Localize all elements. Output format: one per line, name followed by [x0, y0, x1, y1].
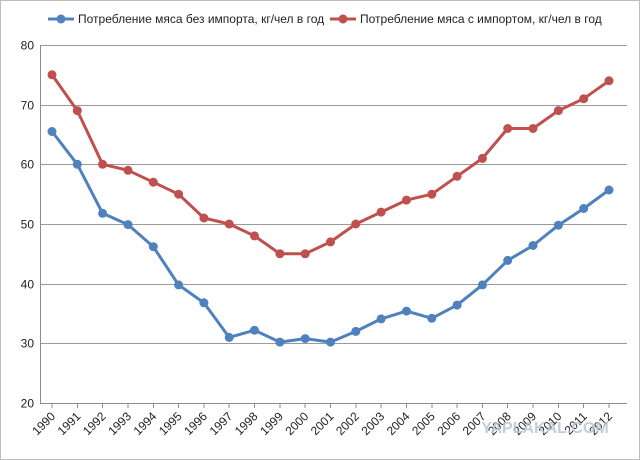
x-tick-label: 1996	[181, 409, 210, 438]
legend-label: Потребление мяса без импорта, кг/чел в г…	[78, 12, 324, 26]
data-point	[98, 208, 108, 218]
data-point	[376, 314, 386, 324]
data-point	[351, 326, 361, 336]
data-point	[148, 242, 158, 252]
data-point	[402, 195, 411, 205]
series-line	[50, 130, 610, 344]
x-tick-label: 1995	[156, 409, 185, 438]
legend-item-2: Потребление мяса с импортом, кг/чел в го…	[330, 12, 602, 26]
x-tick-label: 1990	[29, 409, 58, 438]
x-tick-label: 1993	[105, 409, 134, 438]
data-point	[477, 280, 487, 290]
x-tick-label: 1992	[80, 409, 109, 438]
x-tick-label: 1997	[207, 409, 236, 438]
data-point	[452, 171, 462, 181]
y-tick-label: 20	[21, 397, 35, 411]
y-tick-label: 70	[21, 99, 35, 113]
data-point	[376, 207, 386, 217]
data-point	[452, 300, 462, 310]
data-point	[553, 106, 563, 116]
data-point	[98, 159, 108, 169]
data-point	[528, 124, 538, 133]
x-tick-label: 1998	[232, 409, 261, 438]
data-point	[250, 231, 259, 241]
series	[47, 70, 614, 347]
data-point	[326, 237, 335, 247]
data-point	[123, 165, 133, 175]
data-point	[199, 298, 209, 308]
x-tick-label: 2002	[333, 409, 362, 438]
x-tick-label: 2005	[409, 409, 438, 438]
axes	[40, 45, 627, 408]
data-point	[174, 189, 184, 199]
y-tick-label: 60	[21, 158, 35, 172]
x-tick-label: 2003	[358, 409, 387, 438]
x-tick-label: 2004	[384, 409, 413, 438]
x-tick-label: 2001	[308, 409, 337, 438]
data-point	[123, 220, 133, 230]
legend-swatch-marker	[338, 14, 348, 24]
x-tick-label: 1999	[257, 409, 286, 438]
data-point	[477, 153, 487, 163]
data-point	[553, 220, 563, 230]
y-tick-label: 40	[21, 278, 35, 292]
data-point	[427, 313, 437, 323]
y-tick-label: 80	[21, 39, 35, 53]
legend-item-1: Потребление мяса без импорта, кг/чел в г…	[48, 12, 324, 26]
x-tick-label: 2006	[434, 409, 463, 438]
data-point	[275, 337, 285, 347]
data-point	[174, 280, 184, 290]
data-point	[300, 334, 310, 344]
data-point	[579, 94, 589, 104]
data-point	[351, 219, 361, 229]
data-point	[326, 337, 335, 347]
data-point	[148, 177, 158, 187]
data-point	[402, 306, 411, 316]
legend-swatch-marker	[56, 14, 66, 24]
data-point	[427, 189, 437, 199]
data-point	[604, 185, 614, 195]
data-point	[579, 204, 589, 213]
series-2	[47, 70, 614, 259]
data-point	[300, 249, 310, 259]
data-point	[503, 124, 513, 133]
data-point	[275, 249, 285, 259]
data-point	[72, 159, 82, 169]
data-point	[503, 255, 513, 265]
x-tick-label: 1994	[131, 409, 160, 438]
x-tick-label: 2000	[283, 409, 312, 438]
data-point	[224, 332, 234, 342]
data-point	[528, 241, 538, 250]
x-tick-label: 1991	[55, 409, 84, 438]
legend: Потребление мяса без импорта, кг/чел в г…	[48, 12, 602, 26]
y-tick-label: 50	[21, 218, 35, 232]
watermark: YAPLAKAL.COM	[481, 420, 608, 437]
data-point	[199, 213, 209, 223]
data-point	[47, 70, 57, 80]
series-1	[47, 127, 614, 347]
legend-label: Потребление мяса с импортом, кг/чел в го…	[360, 12, 602, 26]
grid	[40, 45, 627, 344]
data-point	[72, 106, 82, 116]
data-point	[47, 127, 57, 136]
y-axis-ticks: 20 30 40 50 60 70 80	[21, 39, 35, 411]
data-point	[250, 325, 259, 335]
data-point	[604, 76, 614, 86]
data-point	[224, 219, 234, 229]
y-tick-label: 30	[21, 337, 35, 351]
